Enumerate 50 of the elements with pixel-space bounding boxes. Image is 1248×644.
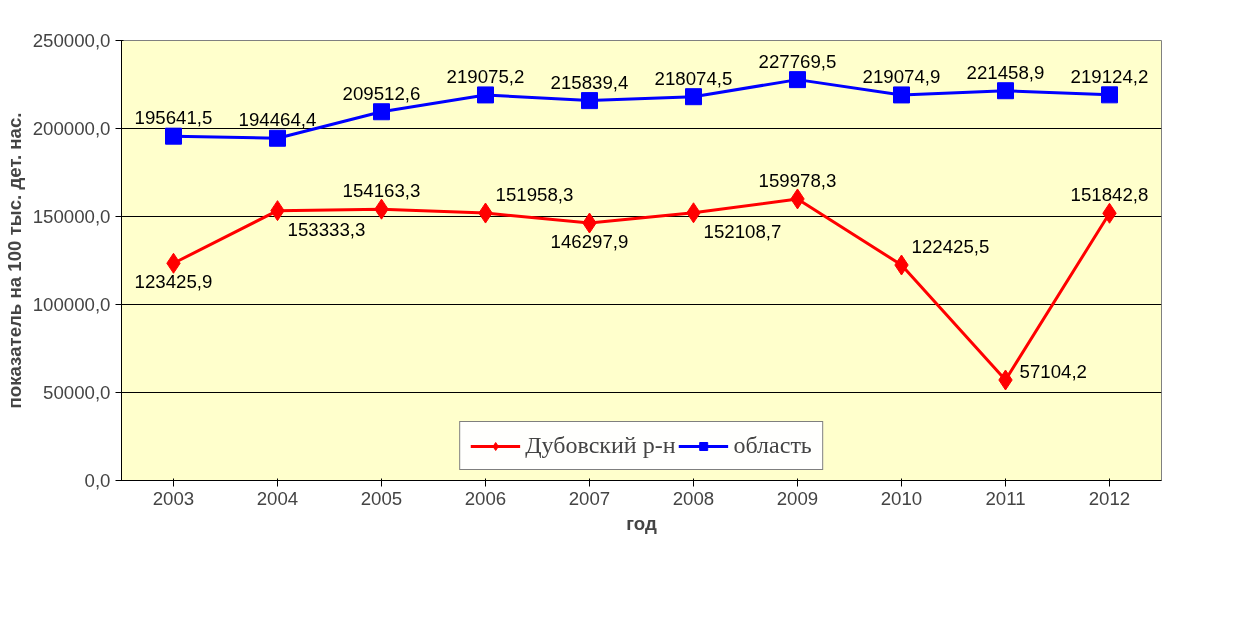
- data-label: 123425,9: [134, 271, 213, 293]
- data-label: 219124,2: [1070, 65, 1149, 87]
- x-tick-label: 2004: [256, 487, 299, 509]
- data-label: 219075,2: [446, 65, 525, 87]
- y-tick-label: 100000,0: [32, 294, 111, 315]
- data-label: 209512,6: [342, 82, 421, 104]
- x-tick-label: 2003: [152, 487, 195, 509]
- data-label: 57104,2: [1019, 361, 1087, 382]
- data-label: 154163,3: [342, 180, 421, 202]
- data-label: 151842,8: [1070, 184, 1149, 206]
- point: [789, 71, 806, 89]
- point: [165, 127, 182, 145]
- x-tick-label: 2008: [672, 487, 715, 509]
- x-tick-label: 2005: [360, 487, 403, 509]
- x-tick-label: 2007: [568, 487, 611, 509]
- point: [581, 92, 598, 110]
- data-label: 153333,3: [287, 218, 366, 240]
- data-label: 151958,3: [495, 184, 574, 206]
- x-tick-label: 2011: [985, 487, 1026, 509]
- point: [477, 86, 494, 104]
- data-label: 218074,5: [654, 67, 733, 89]
- x-tick-label: 2006: [464, 487, 507, 509]
- point: [997, 82, 1014, 100]
- x-tick-label: 2010: [880, 487, 923, 509]
- y-tick-label: 150000,0: [32, 206, 111, 227]
- data-label: 152108,7: [703, 220, 782, 242]
- point: [373, 103, 390, 121]
- x-axis-title: год: [626, 512, 657, 534]
- y-tick-label: 0,0: [84, 470, 111, 491]
- legend-label: Дубовский р-н: [525, 432, 676, 459]
- x-tick-label: 2009: [776, 487, 819, 509]
- point: [893, 86, 910, 104]
- point: [685, 88, 702, 106]
- y-axis-title: показатель на 100 тыс. дет. нас.: [3, 112, 25, 409]
- y-tick-label: 250000,0: [32, 30, 111, 51]
- data-label: 122425,5: [911, 236, 990, 258]
- legend-label: область: [733, 432, 812, 459]
- data-label: 227769,5: [758, 50, 837, 72]
- point: [269, 129, 286, 147]
- data-label: 159978,3: [758, 169, 837, 191]
- data-label: 221458,9: [966, 61, 1045, 83]
- point: [1101, 86, 1118, 104]
- data-label: 146297,9: [550, 231, 629, 253]
- y-tick-label: 200000,0: [32, 118, 111, 139]
- x-tick-label: 2012: [1088, 487, 1131, 509]
- y-tick-label: 50000,0: [43, 382, 111, 403]
- data-label: 194464,4: [238, 109, 317, 131]
- data-label: 219074,9: [862, 65, 941, 87]
- data-label: 195641,5: [134, 107, 213, 129]
- data-label: 215839,4: [550, 71, 629, 93]
